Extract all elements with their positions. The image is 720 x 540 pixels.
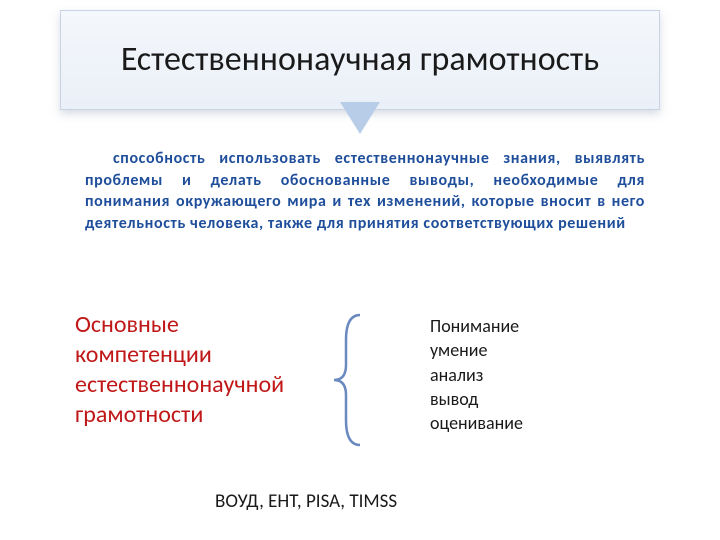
- skills-list: Понимание умение анализ вывод оценивание: [430, 314, 523, 435]
- skill-item: анализ: [430, 363, 523, 387]
- down-arrow-icon: [340, 102, 380, 134]
- skill-item: оценивание: [430, 411, 523, 435]
- exams-list: ВОУД, ЕНТ, PISA, TIMSS: [215, 490, 397, 513]
- skill-item: Понимание: [430, 314, 523, 338]
- skill-item: вывод: [430, 387, 523, 411]
- page-title: Естественнонаучная грамотность: [121, 40, 599, 79]
- curly-brace-icon: [330, 310, 370, 450]
- skill-item: умение: [430, 338, 523, 362]
- definition-text: способность использовать естественнонауч…: [85, 148, 645, 234]
- title-box: Естественнонаучная грамотность: [60, 10, 660, 110]
- competencies-label: Основные компетенции естественнонаучной …: [75, 310, 305, 430]
